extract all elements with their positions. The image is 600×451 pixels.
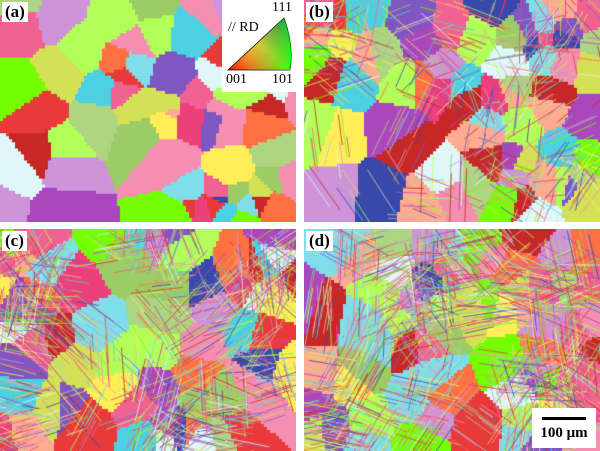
scale-bar-label: 100 μm: [540, 425, 588, 441]
ebsd-map-a: (a) 111 // RD 001 101: [0, 0, 296, 222]
ebsd-map-b: (b): [304, 0, 600, 222]
ipf-triangle: [226, 17, 292, 71]
legend-111: 111: [272, 0, 292, 15]
legend-direction: // RD: [228, 20, 259, 35]
panel-label: (b): [306, 2, 333, 22]
ebsd-map-d: (d) 100 μm: [304, 229, 600, 451]
ipf-legend: 111 // RD 001 101: [222, 0, 296, 92]
orientation-map: [0, 229, 296, 451]
ebsd-map-c: (c): [0, 229, 296, 451]
panel-label: (a): [2, 2, 28, 22]
panel-label: (d): [306, 231, 333, 251]
orientation-map: [304, 0, 600, 222]
legend-101: 101: [272, 72, 293, 87]
scale-bar-line: [542, 417, 586, 420]
panel-label: (c): [2, 231, 27, 251]
scale-bar: 100 μm: [532, 408, 596, 448]
legend-001: 001: [226, 72, 247, 87]
